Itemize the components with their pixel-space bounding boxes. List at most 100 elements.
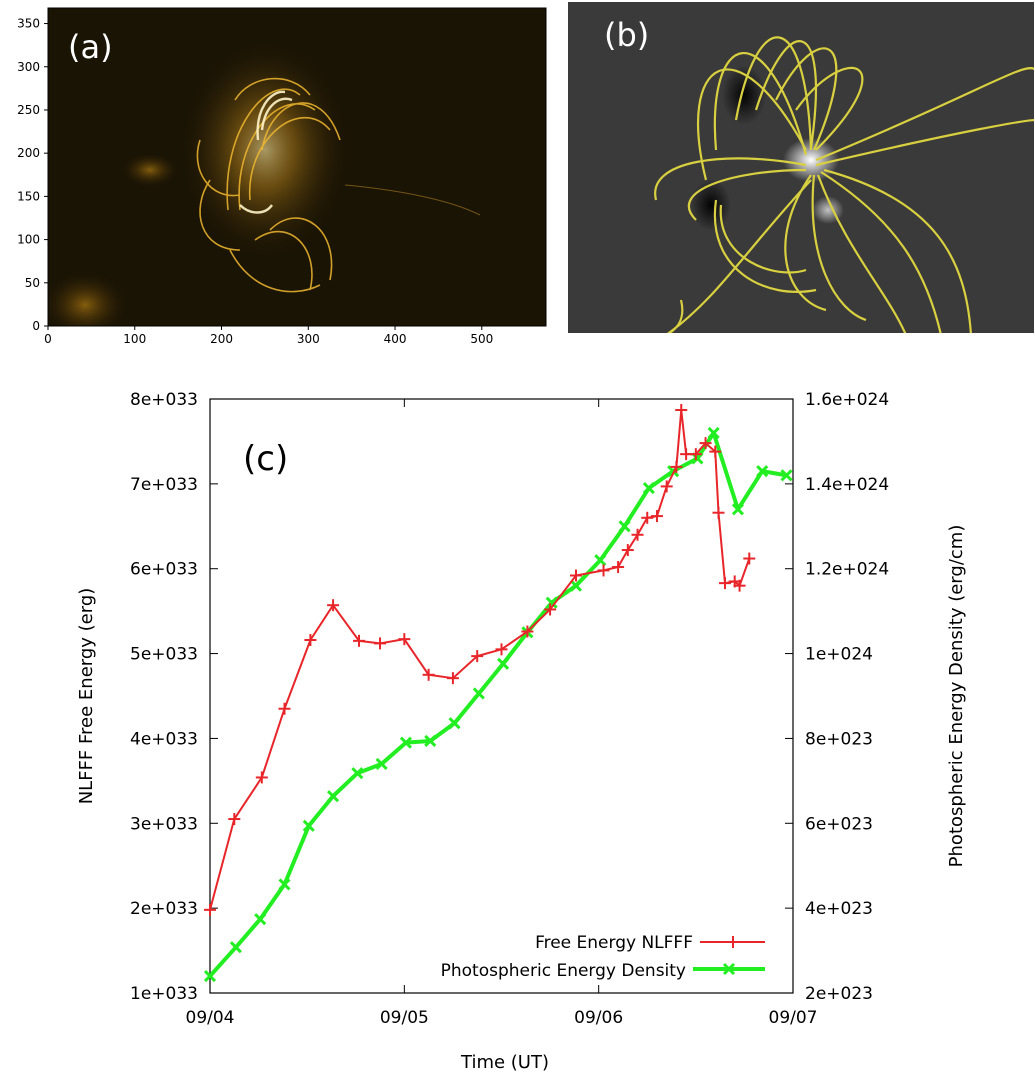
panel-a-y-tick-label: 50 xyxy=(25,276,40,290)
panel-a-x-tick-label: 300 xyxy=(297,332,320,346)
data-point xyxy=(375,757,388,770)
data-point xyxy=(545,596,558,609)
data-point xyxy=(495,643,508,656)
data-point xyxy=(707,426,720,440)
data-point xyxy=(699,437,712,450)
right-tick-label: 1.2e+024 xyxy=(805,560,889,580)
axis-ticks xyxy=(209,398,794,994)
data-point xyxy=(597,564,610,577)
data-point xyxy=(446,672,459,685)
data-point xyxy=(631,528,644,541)
right-tick-label: 1.6e+024 xyxy=(805,390,889,410)
data-point xyxy=(544,603,557,616)
data-point xyxy=(424,734,437,748)
panel-a-x-ticks: 0 100 200 300 400 500 xyxy=(44,326,493,346)
panel-a-y-tick-label: 250 xyxy=(17,103,40,117)
panel-a-label: (a) xyxy=(68,28,113,66)
data-point xyxy=(709,445,722,458)
data-point xyxy=(569,569,582,582)
panel-a-x-tick-label: 400 xyxy=(384,332,407,346)
data-point xyxy=(254,913,267,926)
data-point xyxy=(497,657,510,670)
right-tick-label: 1.4e+024 xyxy=(805,475,889,495)
data-point xyxy=(718,577,731,590)
series-free-energy-nlfff xyxy=(204,404,756,916)
legend-marker-x xyxy=(722,962,736,976)
data-point xyxy=(675,404,688,417)
panel-a-x-tick-label: 200 xyxy=(210,332,233,346)
data-point xyxy=(327,790,340,803)
data-point xyxy=(612,561,625,574)
x-tick-label: 09/04 xyxy=(186,1008,235,1028)
data-point xyxy=(351,767,364,780)
data-point xyxy=(255,771,268,784)
x-tick-label: 09/07 xyxy=(769,1008,818,1028)
left-tick-label: 4e+033 xyxy=(130,729,198,749)
data-point xyxy=(278,878,291,891)
series-layer xyxy=(203,404,793,983)
data-point xyxy=(621,544,634,557)
data-point xyxy=(352,634,365,647)
x-tick-label: 09/06 xyxy=(574,1008,623,1028)
panel-a-x-tick-label: 100 xyxy=(123,332,146,346)
data-point xyxy=(521,625,534,638)
data-point xyxy=(743,552,756,565)
data-point xyxy=(278,702,291,715)
data-point xyxy=(689,448,702,461)
energy-chart: 1e+033 2e+033 3e+033 4e+033 5e+033 6e+033 7e+0… xyxy=(76,390,967,1073)
data-point xyxy=(302,819,315,832)
data-point xyxy=(660,480,673,493)
panel-a-y-tick-label: 0 xyxy=(32,319,40,333)
data-point xyxy=(448,717,461,730)
legend-label-photospheric: Photospheric Energy Density xyxy=(441,961,686,981)
right-tick-label: 6e+023 xyxy=(805,814,873,834)
left-tick-label: 8e+033 xyxy=(130,390,198,410)
x-axis-tick-labels: 09/04 09/05 09/06 09/07 xyxy=(186,1008,818,1028)
panel-a-y-tick-label: 350 xyxy=(17,17,40,31)
right-axis-title: Photospheric Energy Density (erg/cm) xyxy=(946,525,967,868)
data-point xyxy=(569,579,583,592)
right-tick-label: 1e+024 xyxy=(805,645,873,665)
data-point xyxy=(398,633,411,646)
data-point xyxy=(472,687,485,700)
panel-b: (b) xyxy=(568,2,1034,333)
panel-a-y-ticks: 0 50 100 150 200 250 300 350 xyxy=(17,17,48,333)
left-tick-label: 5e+033 xyxy=(130,645,198,665)
panel-a-y-tick-label: 200 xyxy=(17,146,40,160)
plot-frame xyxy=(209,398,794,994)
data-point xyxy=(471,650,484,663)
right-tick-label: 2e+023 xyxy=(805,984,873,1004)
legend-label-free-energy: Free Energy NLFFF xyxy=(535,933,693,953)
data-point xyxy=(594,554,607,567)
data-point xyxy=(203,969,217,983)
panel-a-y-tick-label: 150 xyxy=(17,189,40,203)
data-point xyxy=(204,903,216,916)
left-tick-label: 1e+033 xyxy=(130,984,198,1004)
data-point xyxy=(228,813,241,826)
legend: Free Energy NLFFF Photospheric Energy De… xyxy=(441,933,765,981)
data-point xyxy=(642,482,655,495)
data-point xyxy=(780,469,793,482)
data-point xyxy=(399,736,413,749)
series-photospheric-energy-density xyxy=(203,426,793,983)
left-axis-tick-labels: 1e+033 2e+033 3e+033 4e+033 5e+033 6e+033 7e+0… xyxy=(130,390,198,1004)
field-lines xyxy=(654,36,1034,333)
data-point xyxy=(650,510,663,523)
panel-a-x-tick-label: 0 xyxy=(44,332,52,346)
left-tick-label: 3e+033 xyxy=(130,814,198,834)
data-point xyxy=(641,511,654,524)
panel-a: (a) 0 100 200 300 400 500 0 50 100 150 200 250 300 3… xyxy=(17,7,547,346)
data-point xyxy=(229,941,242,954)
data-point xyxy=(618,520,631,533)
data-point xyxy=(304,633,317,646)
right-tick-label: 8e+023 xyxy=(805,729,873,749)
left-tick-label: 2e+033 xyxy=(130,899,198,919)
right-tick-label: 4e+023 xyxy=(805,899,873,919)
series-line xyxy=(209,409,751,911)
data-point xyxy=(327,599,340,612)
coronal-loops xyxy=(48,40,481,326)
data-point xyxy=(733,579,746,592)
data-point xyxy=(756,465,769,478)
series-line xyxy=(208,430,787,978)
data-point xyxy=(374,637,387,650)
